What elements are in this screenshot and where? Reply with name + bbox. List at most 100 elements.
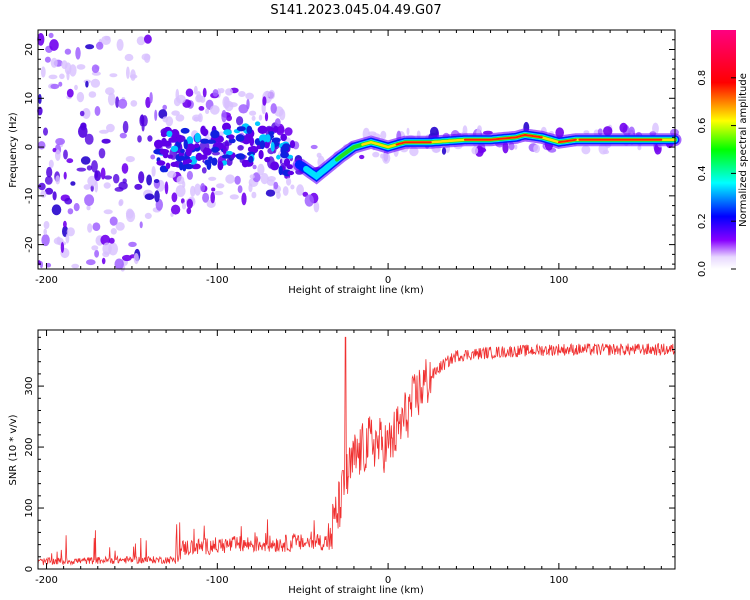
noise-blob bbox=[136, 36, 146, 46]
noise-blob bbox=[64, 62, 72, 75]
noise-blob bbox=[118, 199, 124, 206]
noise-blob bbox=[238, 91, 246, 97]
noise-blob bbox=[279, 109, 286, 121]
noise-blob bbox=[126, 209, 136, 223]
noise-blob bbox=[139, 114, 145, 127]
noise-blob bbox=[258, 114, 263, 121]
noise-blob bbox=[581, 145, 591, 155]
cluster-blob bbox=[184, 163, 194, 170]
noise-blob bbox=[70, 181, 76, 186]
noise-blob bbox=[282, 186, 289, 196]
noise-blob bbox=[122, 178, 127, 184]
cluster-blob bbox=[159, 148, 170, 155]
y-tick-label: 0 bbox=[24, 566, 35, 572]
cluster-blob bbox=[211, 157, 218, 166]
cluster-blob bbox=[270, 142, 275, 152]
noise-blob bbox=[92, 222, 101, 231]
noise-blob bbox=[37, 106, 43, 116]
noise-blob bbox=[76, 64, 86, 70]
noise-blob bbox=[210, 191, 215, 204]
noise-blob bbox=[218, 131, 224, 137]
noise-blob bbox=[211, 187, 216, 192]
noise-blob bbox=[186, 207, 192, 215]
noise-blob bbox=[38, 182, 46, 191]
noise-blob bbox=[202, 192, 210, 203]
y-tick-label: -20 bbox=[24, 236, 35, 252]
noise-blob bbox=[186, 198, 193, 209]
noise-blob bbox=[265, 90, 270, 99]
cluster-blob bbox=[194, 143, 200, 149]
noise-blob bbox=[134, 183, 143, 190]
noise-blob bbox=[144, 212, 152, 219]
cluster-blob bbox=[170, 161, 178, 167]
noise-blob bbox=[146, 174, 153, 186]
noise-blob bbox=[114, 187, 124, 192]
noise-blob bbox=[44, 176, 53, 185]
noise-blob bbox=[221, 110, 227, 123]
noise-blob bbox=[192, 114, 202, 122]
cluster-blob bbox=[225, 150, 233, 156]
cluster-blob bbox=[154, 139, 164, 149]
noise-blob bbox=[46, 166, 53, 178]
cluster-blob bbox=[259, 140, 266, 150]
y-tick-label: 0 bbox=[24, 144, 35, 150]
cluster-blob bbox=[265, 127, 275, 132]
noise-blob bbox=[619, 122, 628, 133]
cluster-blob bbox=[221, 154, 231, 159]
noise-blob bbox=[45, 262, 52, 268]
colorbar-label: Normalized spectral amplitude bbox=[738, 73, 749, 227]
noise-blob bbox=[313, 201, 320, 213]
noise-blob bbox=[149, 92, 153, 104]
cluster-blob bbox=[183, 139, 188, 150]
noise-blob bbox=[106, 123, 115, 133]
cluster-blob bbox=[180, 127, 190, 134]
noise-blob bbox=[194, 183, 202, 196]
noise-blob bbox=[48, 74, 58, 80]
noise-blob bbox=[216, 183, 225, 189]
noise-blob bbox=[76, 167, 87, 172]
cluster-blob bbox=[264, 140, 270, 149]
noise-blob bbox=[60, 242, 65, 253]
noise-blob bbox=[104, 175, 113, 180]
noise-blob bbox=[122, 254, 132, 262]
noise-blob bbox=[241, 192, 247, 206]
noise-blob bbox=[44, 187, 54, 195]
noise-blob bbox=[175, 114, 185, 122]
x-tick-label: 0 bbox=[385, 575, 391, 586]
noise-blob bbox=[382, 152, 391, 164]
x-tick-label: -100 bbox=[206, 575, 229, 586]
y-tick-label: 200 bbox=[24, 438, 35, 457]
noise-blob bbox=[202, 87, 207, 98]
noise-blob bbox=[84, 194, 95, 207]
noise-blob bbox=[75, 47, 81, 60]
noise-blob bbox=[121, 163, 129, 174]
noise-blob bbox=[49, 39, 59, 51]
noise-blob bbox=[471, 146, 479, 155]
noise-blob bbox=[124, 53, 134, 62]
x-tick-label: 0 bbox=[385, 275, 391, 286]
cluster-blob bbox=[265, 134, 271, 143]
noise-blob bbox=[86, 259, 96, 266]
noise-blob bbox=[101, 138, 111, 144]
snr-y-label: SNR (10 * v/v) bbox=[8, 414, 19, 485]
noise-blob bbox=[212, 89, 219, 97]
noise-blob bbox=[432, 147, 441, 153]
noise-blob bbox=[284, 127, 293, 136]
noise-blob bbox=[193, 85, 198, 95]
noise-blob bbox=[154, 190, 160, 203]
cluster-blob bbox=[161, 137, 167, 147]
noise-blob bbox=[65, 233, 70, 244]
cluster-blob bbox=[206, 139, 216, 144]
cluster-blob bbox=[254, 121, 261, 126]
ridge-peak bbox=[523, 133, 543, 139]
noise-blob bbox=[185, 88, 194, 97]
noise-blob bbox=[359, 154, 365, 160]
noise-blob bbox=[48, 32, 54, 39]
noise-blob bbox=[176, 175, 185, 185]
noise-blob bbox=[267, 176, 276, 182]
noise-blob bbox=[252, 164, 257, 170]
noise-blob bbox=[251, 115, 256, 121]
noise-blob bbox=[43, 221, 50, 229]
cluster-blob bbox=[204, 159, 212, 166]
noise-blob bbox=[274, 118, 281, 127]
